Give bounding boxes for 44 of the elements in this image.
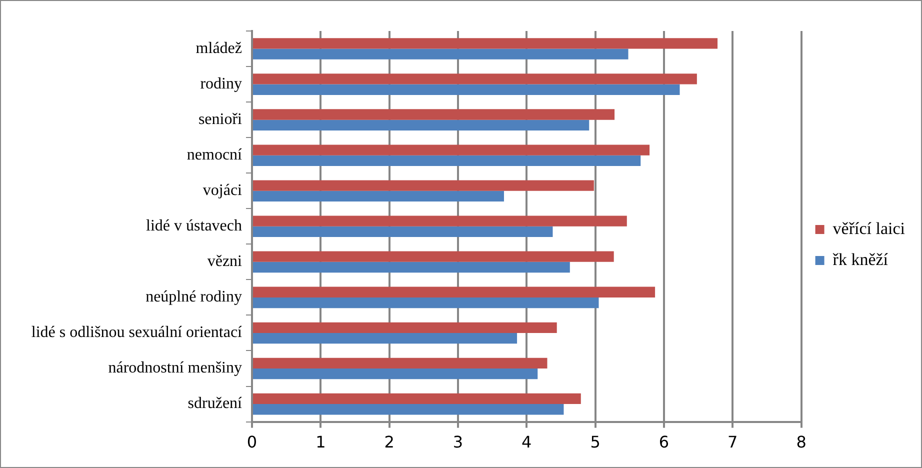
y-tick-label: lidé v ústavech [146,218,242,235]
bar [253,216,627,226]
y-tick-label: vězni [207,253,243,270]
bar [253,74,697,84]
bar [253,297,599,308]
y-tick-label: neúplné rodiny [146,288,242,306]
bar [253,155,641,166]
bar [253,226,553,238]
x-tick-label: 6 [658,432,670,452]
bar [253,404,564,415]
x-tick-label: 5 [590,432,600,452]
y-tick-label: rodiny [200,75,242,92]
bar [253,332,518,344]
bar [253,84,680,95]
x-tick-label: 4 [522,432,532,452]
bar [253,48,628,60]
bar [253,144,650,156]
bar [253,251,614,262]
x-tick-label: 8 [796,432,806,452]
bar [253,38,718,49]
y-tick-label: národnostní menšiny [108,360,242,377]
y-tick-label: mládež [196,40,242,57]
x-tick-label: 2 [384,432,394,452]
y-tick-label: sdružení [188,395,243,412]
x-tick-label: 7 [728,432,738,452]
bar [253,393,581,404]
legend-label: řk kněží [832,250,888,269]
bar [253,286,656,298]
bar [253,190,504,202]
bar [253,368,538,380]
bar [253,120,590,130]
y-tick-label: senioři [198,111,243,128]
legend-label: věřící laici [832,218,906,238]
y-tick-label: vojáci [202,182,243,200]
bar [253,322,557,333]
x-tick-label: 1 [316,432,326,452]
y-tick-label: nemocní [186,146,243,164]
bar [253,358,548,369]
bar [253,262,570,273]
x-tick-label: 3 [452,432,464,452]
y-tick-label: lidé s odlišnou sexuální orientací [31,324,243,342]
x-tick-label: 0 [246,432,258,452]
bar [253,180,594,191]
bar [253,109,615,120]
